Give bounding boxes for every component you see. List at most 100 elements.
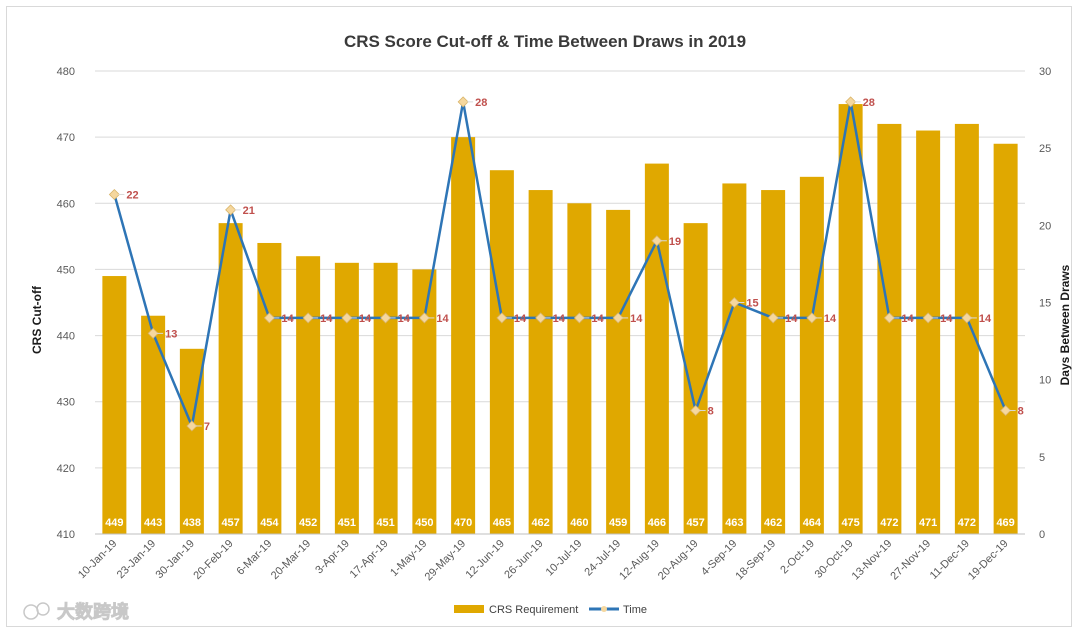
bar-value-label: 454 <box>260 517 279 529</box>
time-marker <box>457 96 469 108</box>
x-tick-label: 6-Mar-19 <box>234 538 274 578</box>
watermark-logo-icon <box>23 604 39 620</box>
y2-tick-label: 5 <box>1039 452 1045 464</box>
bar <box>877 123 902 535</box>
y-tick-label: 480 <box>57 66 75 78</box>
bar <box>334 262 359 534</box>
y2-tick-label: 30 <box>1039 66 1051 78</box>
time-value-label: 19 <box>669 236 681 248</box>
x-tick-label: 20-Feb-19 <box>191 538 235 582</box>
time-marker <box>147 327 159 339</box>
y2-axis-title: Days Between Draws <box>1058 264 1072 385</box>
bar <box>916 130 941 534</box>
x-tick-label: 11-Dec-19 <box>928 538 972 582</box>
line-layer <box>108 96 1016 432</box>
y-tick-label: 440 <box>57 331 75 343</box>
y2-tick-label: 20 <box>1039 220 1051 232</box>
time-value-label: 14 <box>979 313 992 325</box>
x-tick-label: 10-Jan-19 <box>76 538 120 582</box>
bar-value-label: 451 <box>338 517 356 529</box>
bar <box>412 269 437 534</box>
grid-layer <box>95 70 1025 535</box>
time-marker <box>302 312 314 324</box>
time-value-label: 21 <box>243 205 255 217</box>
bar <box>761 190 786 535</box>
x-tick-label: 12-Aug-19 <box>617 538 662 583</box>
time-marker <box>845 96 857 108</box>
bar-value-label: 465 <box>493 517 511 529</box>
chart-svg: CRS Score Cut-off & Time Between Draws i… <box>23 32 1072 622</box>
x-tick-label: 24-Jul-19 <box>582 538 623 579</box>
y-axis-title: CRS Cut-off <box>30 285 44 354</box>
bar <box>451 137 476 534</box>
legend-bar-swatch <box>454 605 484 613</box>
time-value-label: 14 <box>436 313 449 325</box>
time-marker <box>263 312 275 324</box>
x-tick-label: 27-Nov-19 <box>888 538 933 583</box>
time-marker <box>573 312 585 324</box>
time-value-label: 14 <box>320 313 333 325</box>
time-value-label: 28 <box>863 97 875 109</box>
y-tick-label: 430 <box>57 397 75 409</box>
bar-value-label: 464 <box>803 517 822 529</box>
y2-tick-label: 15 <box>1039 298 1051 310</box>
x-tick-label: 18-Sep-19 <box>733 538 778 583</box>
time-marker <box>922 312 934 324</box>
y-tick-label: 410 <box>57 529 75 541</box>
x-tick-label: 29-May-19 <box>423 538 469 584</box>
y2-tick-label: 0 <box>1039 529 1045 541</box>
x-tick-label: 13-Nov-19 <box>850 538 895 583</box>
bar <box>606 209 631 534</box>
bar-value-label: 443 <box>144 517 162 529</box>
time-value-label: 8 <box>1018 406 1024 418</box>
time-value-label: 15 <box>746 298 758 310</box>
time-value-label: 14 <box>824 313 837 325</box>
time-value-label: 14 <box>901 313 914 325</box>
bar-value-label: 449 <box>105 517 123 529</box>
bar <box>722 183 747 534</box>
bar-value-label: 471 <box>919 517 937 529</box>
x-tick-label: 3-Apr-19 <box>313 538 352 577</box>
bar-value-label: 450 <box>415 517 433 529</box>
y2-tick-label: 25 <box>1039 143 1051 155</box>
legend-line-label: Time <box>623 604 647 616</box>
x-tick-label: 30-Jan-19 <box>153 538 197 582</box>
bar-value-label: 475 <box>841 517 859 529</box>
x-tick-label: 23-Jan-19 <box>115 538 159 582</box>
time-marker <box>651 235 663 247</box>
time-marker <box>1000 405 1012 417</box>
time-marker <box>961 312 973 324</box>
bar <box>102 276 127 534</box>
chart-frame: CRS Score Cut-off & Time Between Draws i… <box>6 6 1072 627</box>
time-value-label: 14 <box>591 313 604 325</box>
bar <box>838 104 863 535</box>
bar-value-label: 470 <box>454 517 472 529</box>
watermark: 大数跨境 <box>23 601 129 622</box>
bar-value-label: 452 <box>299 517 317 529</box>
time-value-label: 13 <box>165 328 177 340</box>
legend-line-marker <box>601 606 607 612</box>
bar-value-label: 457 <box>686 517 704 529</box>
time-marker <box>806 312 818 324</box>
bar <box>218 223 243 534</box>
legend-bar-label: CRS Requirement <box>489 604 578 616</box>
bar-value-label: 460 <box>570 517 588 529</box>
bar-value-label: 472 <box>880 517 898 529</box>
bar-value-label: 457 <box>221 517 239 529</box>
time-marker <box>108 188 120 200</box>
bar <box>954 123 979 535</box>
time-marker <box>380 312 392 324</box>
x-tick-label: 4-Sep-19 <box>699 538 739 578</box>
bar-value-label: 451 <box>376 517 394 529</box>
time-marker <box>535 312 547 324</box>
time-value-label: 14 <box>785 313 798 325</box>
bar-value-label: 469 <box>996 517 1014 529</box>
time-marker <box>496 312 508 324</box>
time-value-label: 14 <box>398 313 411 325</box>
x-tick-label: 20-Aug-19 <box>656 538 701 583</box>
x-tick-label: 26-Jun-19 <box>502 538 546 582</box>
time-value-label: 7 <box>204 421 210 433</box>
time-value-label: 14 <box>940 313 953 325</box>
bar <box>528 190 553 535</box>
time-marker <box>767 312 779 324</box>
